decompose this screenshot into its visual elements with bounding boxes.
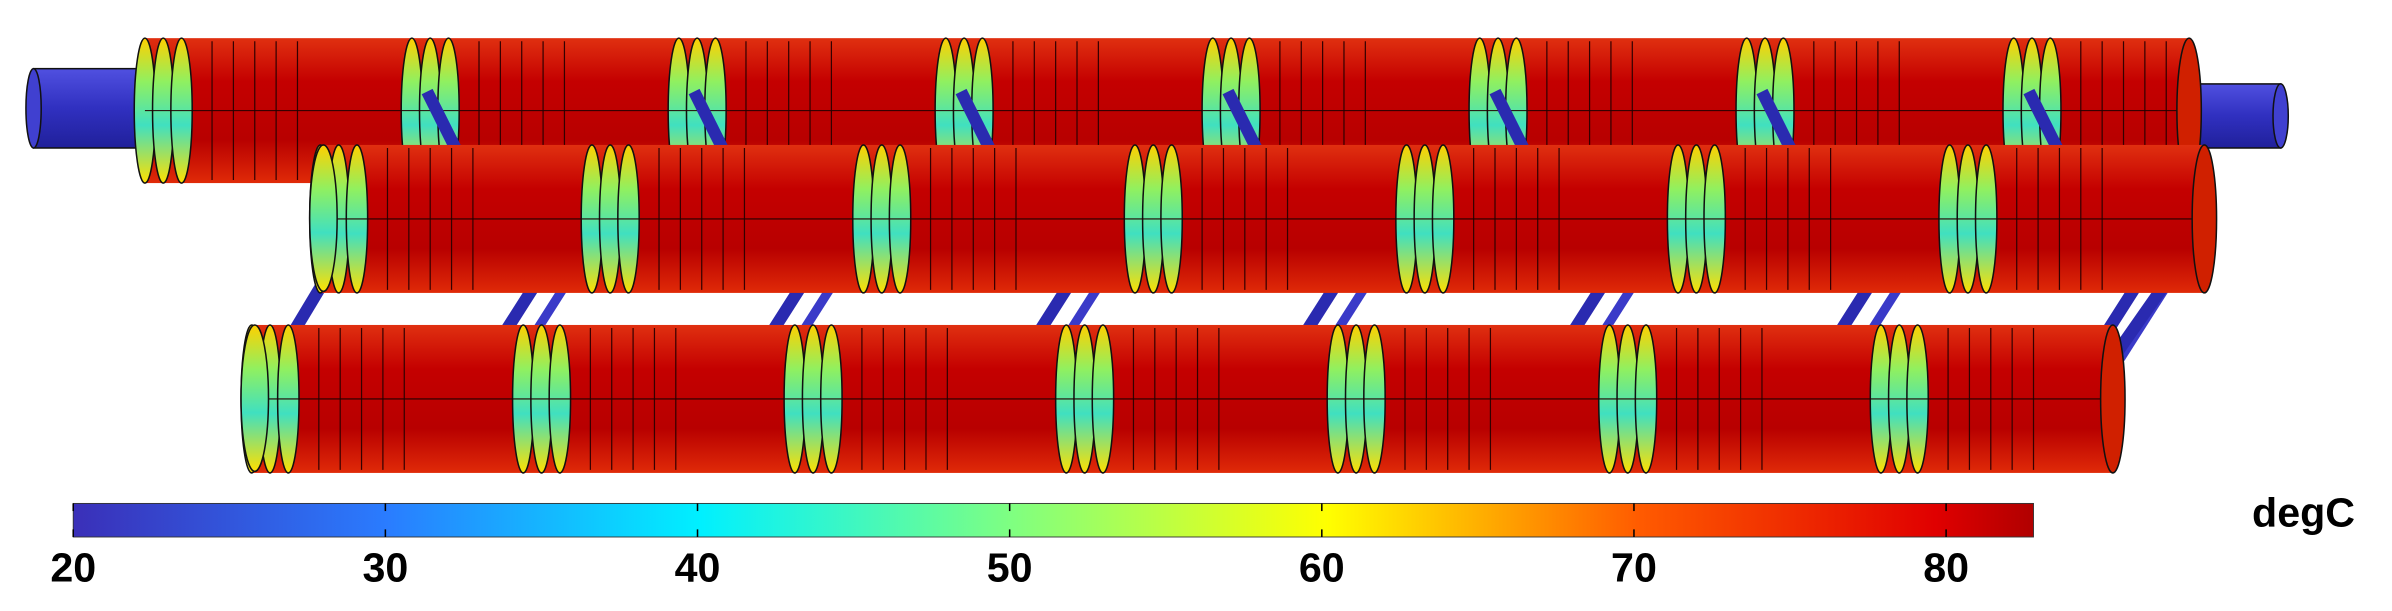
shaft-end — [2272, 83, 2290, 149]
colorbar-tick-label: 50 — [987, 544, 1033, 590]
end-cap — [2099, 324, 2126, 474]
colorbar-tick-label: 60 — [1299, 544, 1345, 590]
end-cap — [2191, 144, 2218, 294]
front-face — [240, 324, 270, 473]
colorbar-tick-label: 20 — [50, 544, 96, 590]
colorbar — [72, 502, 2034, 538]
colorbar-unit: degC — [2252, 490, 2355, 536]
front-face — [308, 144, 338, 293]
colorbar-tick-label: 30 — [362, 544, 408, 590]
colorbar-tick-label: 70 — [1611, 544, 1657, 590]
shaft-end — [25, 67, 42, 149]
colorbar-tick-label: 80 — [1923, 544, 1969, 590]
shaft — [2188, 83, 2282, 149]
heat-exchanger-geometry — [25, 37, 2290, 474]
colorbar-tick-label: 40 — [675, 544, 721, 590]
